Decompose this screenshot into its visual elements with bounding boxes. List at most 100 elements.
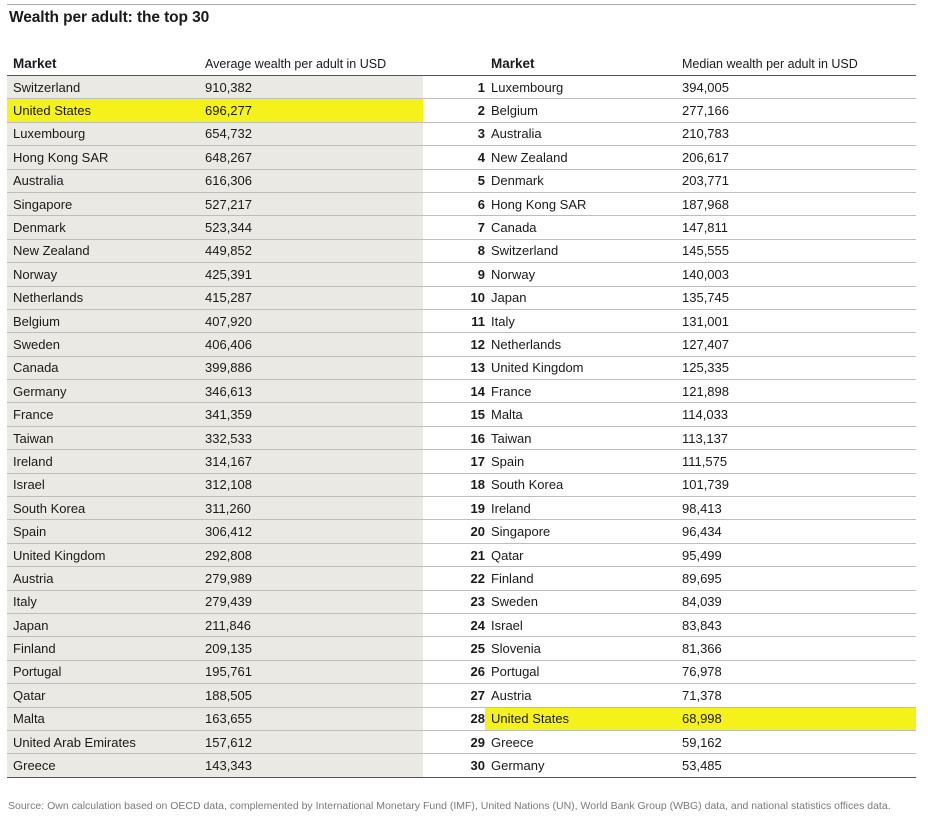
median-market-cell: South Korea [485, 473, 676, 498]
rank-cell: 8 [423, 239, 485, 264]
avg-market-cell: Germany [7, 379, 199, 404]
top-rule [7, 4, 916, 5]
avg-value-cell: 143,343 [199, 753, 423, 778]
avg-market-cell: Israel [7, 473, 199, 498]
median-value-cell: 76,978 [676, 660, 916, 685]
avg-market-cell: United States [7, 98, 199, 123]
header-row: Market Average wealth per adult in USD M… [7, 48, 916, 76]
avg-value-cell: 523,344 [199, 215, 423, 240]
median-market-cell: Switzerland [485, 239, 676, 264]
avg-market-cell: Switzerland [7, 75, 199, 100]
median-value-cell: 95,499 [676, 543, 916, 568]
avg-value-cell: 163,655 [199, 707, 423, 731]
median-market-cell: Finland [485, 566, 676, 591]
median-value-cell: 59,162 [676, 730, 916, 755]
avg-value-cell: 311,260 [199, 496, 423, 521]
avg-value-cell: 449,852 [199, 239, 423, 264]
median-market-cell: Spain [485, 449, 676, 474]
avg-market-cell: Italy [7, 590, 199, 614]
header-market-median: Market [485, 48, 676, 76]
avg-market-cell: Luxembourg [7, 122, 199, 147]
table-row: Luxembourg 654,732 3 Australia 210,783 [7, 122, 916, 147]
median-value-cell: 210,783 [676, 122, 916, 147]
rank-cell: 4 [423, 145, 485, 170]
table-row: Germany 346,613 14 France 121,898 [7, 379, 916, 404]
avg-market-cell: Finland [7, 636, 199, 661]
avg-value-cell: 407,920 [199, 309, 423, 334]
rank-cell: 23 [423, 590, 485, 614]
avg-value-cell: 279,989 [199, 566, 423, 591]
rank-cell: 2 [423, 98, 485, 123]
median-market-cell: Canada [485, 215, 676, 240]
avg-market-cell: Singapore [7, 192, 199, 217]
median-value-cell: 145,555 [676, 239, 916, 264]
median-market-cell: Israel [485, 613, 676, 638]
avg-market-cell: Sweden [7, 332, 199, 357]
median-market-cell: United States [485, 707, 676, 731]
avg-market-cell: Portugal [7, 660, 199, 685]
rank-cell: 24 [423, 613, 485, 638]
rank-cell: 12 [423, 332, 485, 357]
avg-market-cell: Norway [7, 262, 199, 287]
avg-value-cell: 312,108 [199, 473, 423, 498]
median-value-cell: 98,413 [676, 496, 916, 521]
avg-value-cell: 415,287 [199, 286, 423, 310]
median-value-cell: 277,166 [676, 98, 916, 123]
median-value-cell: 53,485 [676, 753, 916, 778]
table-row: France 341,359 15 Malta 114,033 [7, 402, 916, 427]
avg-value-cell: 279,439 [199, 590, 423, 614]
avg-value-cell: 425,391 [199, 262, 423, 287]
header-average-wealth: Average wealth per adult in USD [199, 48, 423, 76]
rank-cell: 25 [423, 636, 485, 661]
median-value-cell: 206,617 [676, 145, 916, 170]
header-median-wealth: Median wealth per adult in USD [676, 48, 916, 76]
table-row: Taiwan 332,533 16 Taiwan 113,137 [7, 426, 916, 451]
avg-market-cell: New Zealand [7, 239, 199, 264]
median-value-cell: 187,968 [676, 192, 916, 217]
rank-cell: 28 [423, 707, 485, 731]
median-market-cell: Singapore [485, 519, 676, 544]
median-value-cell: 84,039 [676, 590, 916, 614]
median-value-cell: 203,771 [676, 169, 916, 193]
rank-cell: 17 [423, 449, 485, 474]
avg-value-cell: 188,505 [199, 683, 423, 708]
avg-market-cell: United Arab Emirates [7, 730, 199, 755]
rank-cell: 14 [423, 379, 485, 404]
table-row: Netherlands 415,287 10 Japan 135,745 [7, 286, 916, 310]
table-row: Switzerland 910,382 1 Luxembourg 394,005 [7, 75, 916, 100]
rank-cell: 21 [423, 543, 485, 568]
median-value-cell: 113,137 [676, 426, 916, 451]
median-market-cell: Greece [485, 730, 676, 755]
median-market-cell: Norway [485, 262, 676, 287]
median-value-cell: 127,407 [676, 332, 916, 357]
median-value-cell: 140,003 [676, 262, 916, 287]
median-value-cell: 135,745 [676, 286, 916, 310]
median-market-cell: Ireland [485, 496, 676, 521]
median-value-cell: 71,378 [676, 683, 916, 708]
avg-value-cell: 306,412 [199, 519, 423, 544]
rank-cell: 19 [423, 496, 485, 521]
table-row: Sweden 406,406 12 Netherlands 127,407 [7, 332, 916, 357]
avg-value-cell: 314,167 [199, 449, 423, 474]
rank-cell: 15 [423, 402, 485, 427]
avg-value-cell: 211,846 [199, 613, 423, 638]
table-row: Australia 616,306 5 Denmark 203,771 [7, 169, 916, 193]
avg-value-cell: 696,277 [199, 98, 423, 123]
median-market-cell: Qatar [485, 543, 676, 568]
avg-market-cell: Netherlands [7, 286, 199, 310]
median-market-cell: United Kingdom [485, 356, 676, 381]
table-row: Portugal 195,761 26 Portugal 76,978 [7, 660, 916, 685]
avg-market-cell: Qatar [7, 683, 199, 708]
median-value-cell: 83,843 [676, 613, 916, 638]
table-row: United States 696,277 2 Belgium 277,166 [7, 98, 916, 123]
rank-cell: 7 [423, 215, 485, 240]
rank-cell: 20 [423, 519, 485, 544]
table-row: New Zealand 449,852 8 Switzerland 145,555 [7, 239, 916, 264]
table-row: Greece 143,343 30 Germany 53,485 [7, 753, 916, 778]
median-value-cell: 147,811 [676, 215, 916, 240]
rank-cell: 18 [423, 473, 485, 498]
median-market-cell: Netherlands [485, 332, 676, 357]
table-row: United Kingdom 292,808 21 Qatar 95,499 [7, 543, 916, 568]
avg-market-cell: Hong Kong SAR [7, 145, 199, 170]
avg-market-cell: Australia [7, 169, 199, 193]
